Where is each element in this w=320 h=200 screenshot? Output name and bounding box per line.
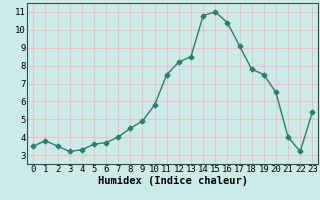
X-axis label: Humidex (Indice chaleur): Humidex (Indice chaleur) — [98, 176, 248, 186]
